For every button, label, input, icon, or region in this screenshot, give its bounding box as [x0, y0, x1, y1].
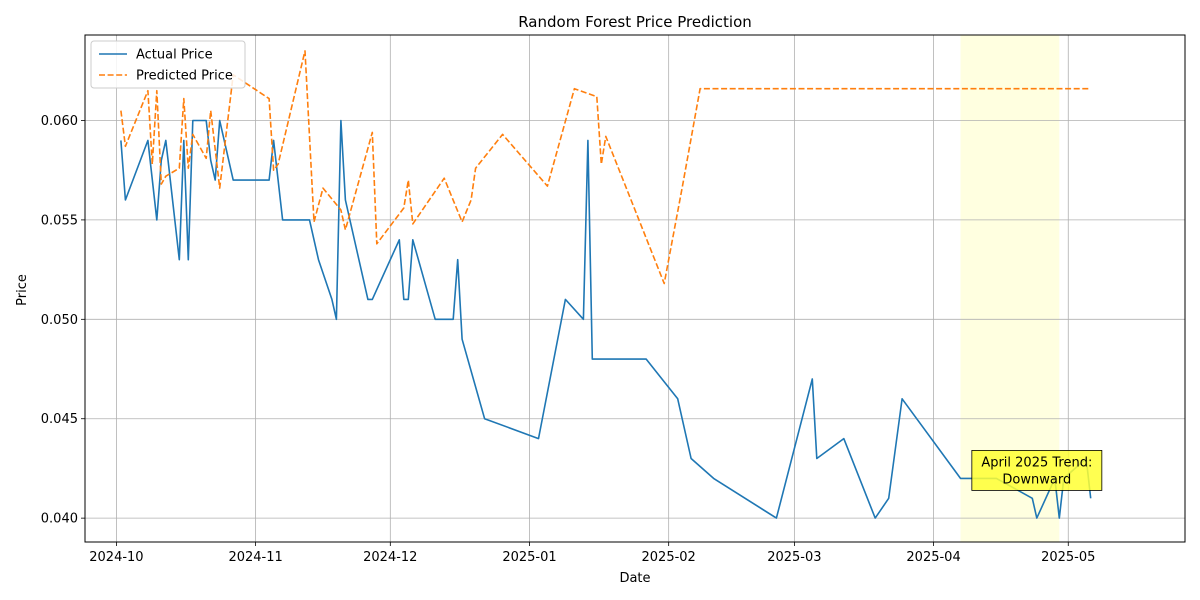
x-tick-label: 2025-03 [767, 550, 821, 565]
chart-title: Random Forest Price Prediction [518, 13, 752, 31]
x-tick-label: 2024-11 [228, 550, 282, 565]
y-tick-label: 0.055 [41, 213, 78, 228]
legend-box [90, 40, 246, 89]
x-tick-label: 2024-12 [363, 550, 417, 565]
axis-ticks: 2024-10 2024-11 2024-12 2025-01 2025-02 2025-… [41, 114, 1096, 565]
annotation-box [971, 450, 1103, 491]
legend: Actual Price Predicted Price [90, 40, 246, 89]
x-axis-label: Date [619, 571, 650, 586]
x-tick-label: 2025-01 [502, 550, 556, 565]
x-tick-label: 2025-05 [1041, 550, 1095, 565]
x-tick-label: 2025-04 [906, 550, 960, 565]
y-tick-label: 0.040 [41, 512, 78, 527]
actual-price-line [120, 119, 1092, 519]
y-axis-label: Price [15, 274, 30, 306]
y-tick-label: 0.050 [41, 313, 78, 328]
grid [85, 35, 1185, 542]
legend-label: Predicted Price [136, 69, 233, 84]
plot-frame [84, 34, 1186, 543]
series-layer [120, 50, 1092, 519]
annotation-line: April 2025 Trend: [981, 455, 1092, 470]
y-tick-label: 0.060 [41, 114, 78, 129]
annotation-line: Downward [1002, 472, 1071, 487]
x-tick-label: 2024-10 [89, 550, 143, 565]
x-tick-label: 2025-02 [642, 550, 696, 565]
trend-annotation: April 2025 Trend: Downward [971, 450, 1103, 491]
predicted-price-line [120, 50, 1091, 285]
y-tick-label: 0.045 [41, 412, 78, 427]
legend-label: Actual Price [136, 48, 213, 63]
